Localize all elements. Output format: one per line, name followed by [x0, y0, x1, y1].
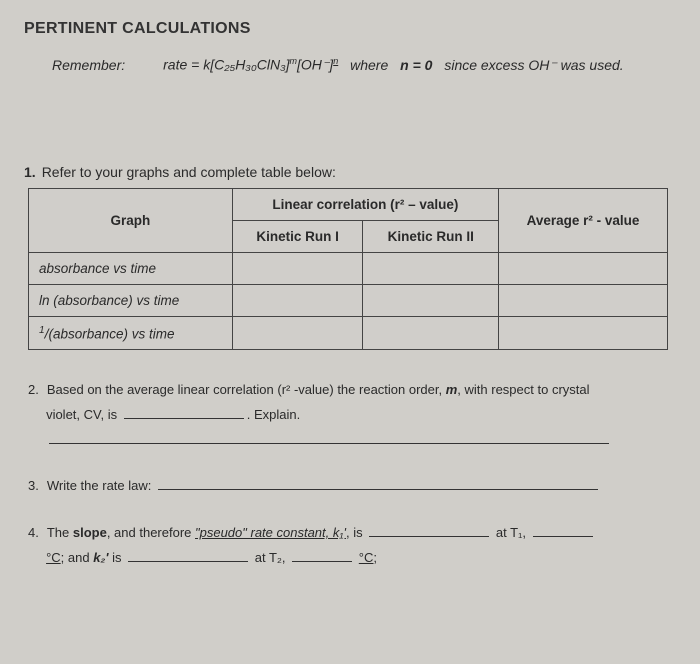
blank-input[interactable]: [158, 478, 598, 490]
table-row: absorbance vs time: [29, 252, 668, 284]
q1-num: 1.: [24, 164, 36, 180]
hdr-corr: Linear correlation (r² – value): [232, 188, 498, 220]
q4-b: , and therefore: [107, 525, 195, 540]
q2-text-b: , with respect to crystal: [457, 382, 589, 397]
exp-m: m: [290, 56, 298, 66]
cell: [363, 316, 498, 350]
remember-row: Remember: rate = k[C₂₅H₃₀ClN₃]m[OH⁻]n wh…: [52, 56, 676, 74]
cond-post: since excess OH⁻ was used.: [444, 57, 623, 73]
q2-text-c: violet, CV, is: [46, 407, 117, 422]
q4-degc2: °C;: [359, 550, 377, 565]
hdr-run1: Kinetic Run I: [232, 220, 363, 252]
cell: [498, 252, 667, 284]
blank-input[interactable]: [49, 432, 609, 444]
q4-t2: at T₂,: [255, 550, 286, 565]
question-2: 2. Based on the average linear correlatio…: [28, 378, 676, 452]
exp-n: n: [333, 56, 338, 66]
question-1: 1. Refer to your graphs and complete tabl…: [24, 164, 676, 180]
cell: [232, 284, 363, 316]
q1-text: Refer to your graphs and complete table …: [42, 164, 336, 180]
section-heading: PERTINENT CALCULATIONS: [24, 20, 676, 38]
q2-m: m: [446, 382, 458, 397]
blank-input[interactable]: [292, 550, 352, 562]
rate-equation: rate = k[C₂₅H₃₀ClN₃]m[OH⁻]n where n = 0 …: [163, 56, 624, 74]
q2-text-a: Based on the average linear correlation …: [47, 382, 446, 397]
row3-label: 1/(absorbance) vs time: [29, 316, 233, 350]
blank-input[interactable]: [533, 525, 593, 537]
hdr-run2: Kinetic Run II: [363, 220, 498, 252]
q4-semi: ; and: [61, 550, 94, 565]
blank-input[interactable]: [128, 550, 248, 562]
cond-pre: where: [350, 57, 388, 73]
rate-prefix: rate = k: [163, 57, 210, 73]
q2-num: 2.: [28, 382, 39, 397]
cell: [363, 284, 498, 316]
data-table: Graph Linear correlation (r² – value) Av…: [28, 188, 668, 351]
question-3: 3. Write the rate law:: [28, 474, 676, 499]
q4-is: is: [108, 550, 121, 565]
q4-pseudo: "pseudo" rate constant, k₁': [195, 525, 346, 540]
rate-oh: [OH⁻]: [297, 57, 333, 73]
hdr-avg: Average r² - value: [498, 188, 667, 252]
hdr-graph: Graph: [29, 188, 233, 252]
q4-c: , is: [346, 525, 363, 540]
q4-slope: slope: [73, 525, 107, 540]
q4-degc1: °C: [46, 550, 61, 565]
table-row: ln (absorbance) vs time: [29, 284, 668, 316]
cell: [232, 316, 363, 350]
cell: [498, 316, 667, 350]
q4-t1: at T₁,: [496, 525, 526, 540]
row1-label: absorbance vs time: [29, 252, 233, 284]
row2-label: ln (absorbance) vs time: [29, 284, 233, 316]
q4-num: 4.: [28, 525, 39, 540]
rate-formula: [C₂₅H₃₀ClN₃]: [210, 57, 289, 73]
q3-text: Write the rate law:: [47, 478, 152, 493]
cell: [498, 284, 667, 316]
q3-num: 3.: [28, 478, 39, 493]
q4-a: The: [47, 525, 73, 540]
question-4: 4. The slope, and therefore "pseudo" rate…: [28, 521, 676, 570]
blank-input[interactable]: [124, 407, 244, 419]
remember-label: Remember:: [52, 57, 125, 73]
row3-text: (absorbance) vs time: [48, 326, 174, 341]
table-row: 1/(absorbance) vs time: [29, 316, 668, 350]
cond-bold: n = 0: [396, 57, 436, 73]
cell: [232, 252, 363, 284]
q2-explain: . Explain.: [247, 407, 300, 422]
q4-k2: k₂': [93, 550, 108, 565]
blank-input[interactable]: [369, 525, 489, 537]
cell: [363, 252, 498, 284]
